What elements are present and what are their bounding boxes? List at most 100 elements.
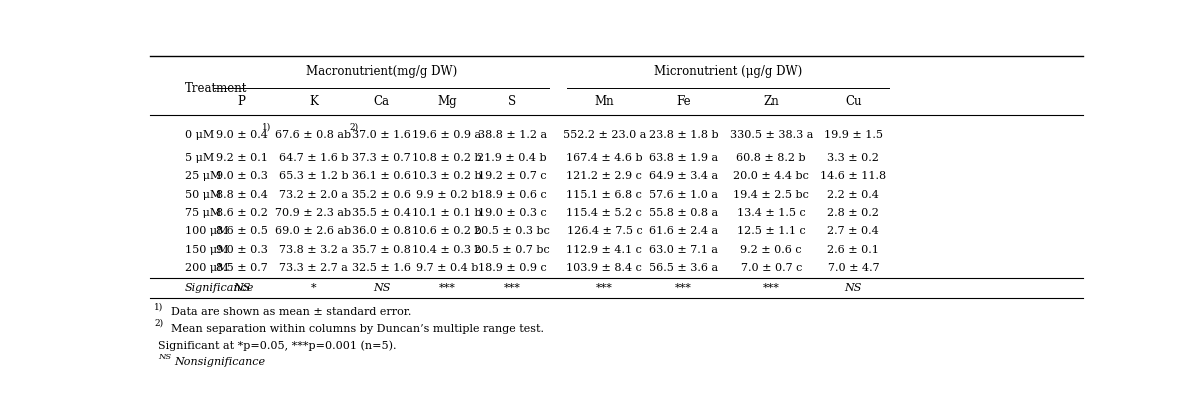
Text: K: K [309, 95, 318, 107]
Text: 36.1 ± 0.6: 36.1 ± 0.6 [352, 171, 411, 181]
Text: 167.4 ± 4.6 b: 167.4 ± 4.6 b [567, 153, 642, 163]
Text: 63.0 ± 7.1 a: 63.0 ± 7.1 a [650, 245, 718, 255]
Text: 38.8 ± 1.2 a: 38.8 ± 1.2 a [478, 131, 546, 140]
Text: 9.2 ± 0.1: 9.2 ± 0.1 [215, 153, 268, 163]
Text: 1): 1) [262, 123, 272, 132]
Text: 64.7 ± 1.6 b: 64.7 ± 1.6 b [279, 153, 349, 163]
Text: 8.5 ± 0.7: 8.5 ± 0.7 [215, 263, 267, 273]
Text: 2.6 ± 0.1: 2.6 ± 0.1 [828, 245, 879, 255]
Text: 25 μM: 25 μM [185, 171, 221, 181]
Text: 36.0 ± 0.8: 36.0 ± 0.8 [352, 226, 411, 237]
Text: 73.2 ± 2.0 a: 73.2 ± 2.0 a [279, 190, 348, 199]
Text: 35.5 ± 0.4: 35.5 ± 0.4 [352, 208, 411, 218]
Text: Ca: Ca [374, 95, 390, 107]
Text: 115.1 ± 6.8 c: 115.1 ± 6.8 c [567, 190, 642, 199]
Text: ***: *** [595, 283, 612, 293]
Text: 10.1 ± 0.1 b: 10.1 ± 0.1 b [413, 208, 481, 218]
Text: Fe: Fe [676, 95, 691, 107]
Text: 19.9 ± 1.5: 19.9 ± 1.5 [824, 131, 883, 140]
Text: 10.6 ± 0.2 b: 10.6 ± 0.2 b [413, 226, 481, 237]
Text: 20.5 ± 0.7 bc: 20.5 ± 0.7 bc [474, 245, 550, 255]
Text: NS: NS [158, 353, 171, 361]
Text: 14.6 ± 11.8: 14.6 ± 11.8 [820, 171, 887, 181]
Text: 9.2 ± 0.6 c: 9.2 ± 0.6 c [741, 245, 802, 255]
Text: 10.8 ± 0.2 b: 10.8 ± 0.2 b [413, 153, 481, 163]
Text: 64.9 ± 3.4 a: 64.9 ± 3.4 a [650, 171, 718, 181]
Text: 19.6 ± 0.9 a: 19.6 ± 0.9 a [413, 131, 481, 140]
Text: 10.4 ± 0.3 b: 10.4 ± 0.3 b [413, 245, 481, 255]
Text: 9.0 ± 0.4: 9.0 ± 0.4 [215, 131, 268, 140]
Text: 35.2 ± 0.6: 35.2 ± 0.6 [352, 190, 411, 199]
Text: Mg: Mg [437, 95, 457, 107]
Text: 9.0 ± 0.3: 9.0 ± 0.3 [215, 245, 268, 255]
Text: Nonsignificance: Nonsignificance [174, 357, 266, 367]
Text: 7.0 ± 0.7 c: 7.0 ± 0.7 c [741, 263, 802, 273]
Text: 2.2 ± 0.4: 2.2 ± 0.4 [828, 190, 879, 199]
Text: 9.7 ± 0.4 b: 9.7 ± 0.4 b [416, 263, 478, 273]
Text: Data are shown as mean ± standard error.: Data are shown as mean ± standard error. [171, 307, 411, 317]
Text: 5 μM: 5 μM [185, 153, 214, 163]
Text: 20.5 ± 0.3 bc: 20.5 ± 0.3 bc [474, 226, 550, 237]
Text: 200 μM: 200 μM [185, 263, 229, 273]
Text: 19.2 ± 0.7 c: 19.2 ± 0.7 c [478, 171, 546, 181]
Text: 3.3 ± 0.2: 3.3 ± 0.2 [828, 153, 879, 163]
Text: 10.3 ± 0.2 b: 10.3 ± 0.2 b [413, 171, 481, 181]
Text: 150 μM: 150 μM [185, 245, 229, 255]
Text: 21.9 ± 0.4 b: 21.9 ± 0.4 b [478, 153, 547, 163]
Text: 75 μM: 75 μM [185, 208, 221, 218]
Text: 330.5 ± 38.3 a: 330.5 ± 38.3 a [729, 131, 813, 140]
Text: *: * [310, 283, 316, 293]
Text: ***: *** [675, 283, 692, 293]
Text: 2.7 ± 0.4: 2.7 ± 0.4 [828, 226, 879, 237]
Text: 37.0 ± 1.6: 37.0 ± 1.6 [352, 131, 411, 140]
Text: 2): 2) [154, 319, 164, 328]
Text: 103.9 ± 8.4 c: 103.9 ± 8.4 c [567, 263, 642, 273]
Text: 20.0 ± 4.4 bc: 20.0 ± 4.4 bc [734, 171, 810, 181]
Text: 7.0 ± 4.7: 7.0 ± 4.7 [828, 263, 879, 273]
Text: 115.4 ± 5.2 c: 115.4 ± 5.2 c [567, 208, 642, 218]
Text: 121.2 ± 2.9 c: 121.2 ± 2.9 c [567, 171, 642, 181]
Text: Mean separation within columns by Duncan’s multiple range test.: Mean separation within columns by Duncan… [171, 324, 544, 334]
Text: 0 μM: 0 μM [185, 131, 214, 140]
Text: 552.2 ± 23.0 a: 552.2 ± 23.0 a [563, 131, 646, 140]
Text: NS: NS [845, 283, 863, 293]
Text: Treatment: Treatment [185, 82, 248, 95]
Text: ***: *** [763, 283, 780, 293]
Text: 69.0 ± 2.6 ab: 69.0 ± 2.6 ab [275, 226, 351, 237]
Text: 8.6 ± 0.5: 8.6 ± 0.5 [215, 226, 268, 237]
Text: ***: *** [438, 283, 455, 293]
Text: NS: NS [373, 283, 390, 293]
Text: 112.9 ± 4.1 c: 112.9 ± 4.1 c [567, 245, 642, 255]
Text: 13.4 ± 1.5 c: 13.4 ± 1.5 c [737, 208, 806, 218]
Text: 55.8 ± 0.8 a: 55.8 ± 0.8 a [650, 208, 718, 218]
Text: 32.5 ± 1.6: 32.5 ± 1.6 [352, 263, 411, 273]
Text: Macronutrient(mg/g DW): Macronutrient(mg/g DW) [306, 65, 457, 78]
Text: 9.9 ± 0.2 b: 9.9 ± 0.2 b [415, 190, 478, 199]
Text: 57.6 ± 1.0 a: 57.6 ± 1.0 a [650, 190, 718, 199]
Text: 50 μM: 50 μM [185, 190, 221, 199]
Text: 19.0 ± 0.3 c: 19.0 ± 0.3 c [478, 208, 546, 218]
Text: Zn: Zn [764, 95, 780, 107]
Text: ***: *** [504, 283, 521, 293]
Text: 8.6 ± 0.2: 8.6 ± 0.2 [215, 208, 268, 218]
Text: 12.5 ± 1.1 c: 12.5 ± 1.1 c [737, 226, 806, 237]
Text: 73.3 ± 2.7 a: 73.3 ± 2.7 a [279, 263, 348, 273]
Text: Micronutrient (μg/g DW): Micronutrient (μg/g DW) [653, 65, 802, 78]
Text: 126.4 ± 7.5 c: 126.4 ± 7.5 c [567, 226, 642, 237]
Text: Cu: Cu [845, 95, 861, 107]
Text: Significance: Significance [185, 283, 254, 293]
Text: S: S [508, 95, 516, 107]
Text: Mn: Mn [594, 95, 615, 107]
Text: 18.9 ± 0.9 c: 18.9 ± 0.9 c [478, 263, 546, 273]
Text: 65.3 ± 1.2 b: 65.3 ± 1.2 b [279, 171, 349, 181]
Text: 18.9 ± 0.6 c: 18.9 ± 0.6 c [478, 190, 546, 199]
Text: 73.8 ± 3.2 a: 73.8 ± 3.2 a [279, 245, 348, 255]
Text: 19.4 ± 2.5 bc: 19.4 ± 2.5 bc [734, 190, 810, 199]
Text: 2.8 ± 0.2: 2.8 ± 0.2 [828, 208, 879, 218]
Text: 1): 1) [154, 302, 164, 311]
Text: 100 μM: 100 μM [185, 226, 229, 237]
Text: 9.0 ± 0.3: 9.0 ± 0.3 [215, 171, 268, 181]
Text: 63.8 ± 1.9 a: 63.8 ± 1.9 a [650, 153, 718, 163]
Text: P: P [238, 95, 245, 107]
Text: 67.6 ± 0.8 ab: 67.6 ± 0.8 ab [275, 131, 351, 140]
